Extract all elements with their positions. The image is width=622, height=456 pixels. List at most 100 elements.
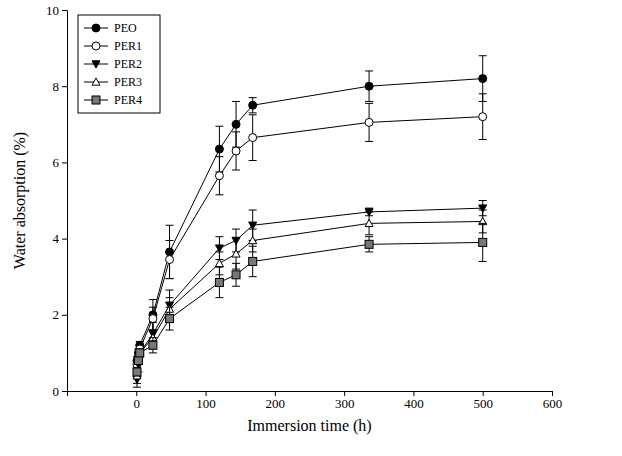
tick: 0 bbox=[134, 391, 141, 411]
series bbox=[133, 201, 487, 388]
error-bar bbox=[365, 237, 373, 252]
error-bar bbox=[136, 349, 144, 357]
error-bar bbox=[232, 263, 240, 286]
tick-label: 6 bbox=[53, 155, 60, 170]
legend-entry: PER3 bbox=[84, 75, 142, 89]
tick: 2 bbox=[53, 307, 68, 322]
marker bbox=[136, 349, 144, 357]
axis-line bbox=[62, 11, 68, 392]
marker bbox=[249, 257, 257, 265]
tick-label: 100 bbox=[196, 396, 216, 411]
marker bbox=[149, 315, 157, 323]
tick-mark bbox=[62, 239, 67, 240]
chart: 0 100 200 300 400 500 600 0 2 4 6 8 10 Immersion time… bbox=[0, 0, 622, 456]
marker bbox=[134, 357, 142, 365]
legend-entry: PER1 bbox=[84, 39, 142, 53]
marker bbox=[215, 278, 223, 286]
tick-label: 4 bbox=[53, 231, 60, 246]
tick: 600 bbox=[543, 391, 563, 411]
tick-mark bbox=[62, 86, 67, 87]
line bbox=[137, 79, 483, 361]
marker bbox=[479, 238, 487, 246]
marker bbox=[215, 245, 223, 252]
error-bar bbox=[134, 357, 142, 365]
marker bbox=[166, 315, 174, 323]
legend-box bbox=[78, 15, 160, 113]
tick-mark bbox=[62, 315, 67, 316]
error-bar bbox=[249, 115, 257, 161]
x-axis-title: Immersion time (h) bbox=[247, 417, 371, 435]
legend-label: PER4 bbox=[114, 93, 142, 107]
marker bbox=[215, 145, 223, 153]
error-bar bbox=[479, 94, 487, 140]
legend-label: PEO bbox=[114, 21, 137, 35]
tick: 400 bbox=[404, 391, 424, 411]
series bbox=[133, 210, 487, 383]
tick-label: 0 bbox=[134, 396, 141, 411]
legend-entry: PER4 bbox=[84, 93, 142, 107]
marker bbox=[232, 271, 240, 279]
error-bar bbox=[133, 368, 141, 383]
legend: PEO PER1 PER2 PER3 PER4 bbox=[78, 15, 160, 113]
error-bar bbox=[166, 307, 174, 330]
series bbox=[133, 94, 487, 369]
tick-label: 300 bbox=[335, 396, 355, 411]
line bbox=[137, 242, 483, 372]
legend-label: PER2 bbox=[114, 57, 142, 71]
error-bar bbox=[232, 132, 240, 170]
tick-label: 8 bbox=[53, 79, 60, 94]
marker bbox=[149, 341, 157, 349]
marker bbox=[365, 118, 373, 126]
tick: 100 bbox=[196, 391, 216, 411]
tick: 4 bbox=[53, 231, 68, 246]
tick-label: 600 bbox=[543, 396, 563, 411]
error-bar bbox=[249, 98, 257, 113]
tick-label: 10 bbox=[46, 3, 59, 18]
marker bbox=[136, 350, 144, 357]
marker bbox=[365, 219, 373, 226]
tick: 500 bbox=[473, 391, 493, 411]
plot: 0 100 200 300 400 500 600 0 2 4 6 8 10 Immersion time… bbox=[11, 3, 562, 435]
error-bar bbox=[215, 157, 223, 195]
error-bar bbox=[149, 338, 157, 353]
marker bbox=[365, 240, 373, 248]
marker bbox=[232, 147, 240, 155]
marker bbox=[215, 172, 223, 180]
marker bbox=[249, 237, 257, 244]
tick: 6 bbox=[53, 155, 68, 170]
tick-label: 0 bbox=[53, 384, 60, 399]
marker bbox=[249, 101, 257, 109]
tick-mark bbox=[62, 162, 67, 163]
legend-marker bbox=[92, 24, 100, 32]
marker bbox=[166, 256, 174, 264]
legend-marker bbox=[92, 42, 100, 50]
error-bar bbox=[136, 349, 144, 357]
tick: 200 bbox=[266, 391, 286, 411]
marker bbox=[249, 134, 257, 142]
tick: 0 bbox=[53, 384, 68, 399]
marker bbox=[365, 82, 373, 90]
legend-entry: PER2 bbox=[84, 57, 142, 71]
legend-marker bbox=[92, 78, 100, 85]
marker bbox=[249, 222, 257, 229]
legend-label: PER3 bbox=[114, 75, 142, 89]
marker bbox=[479, 75, 487, 83]
line bbox=[137, 208, 483, 379]
tick-label: 200 bbox=[266, 396, 286, 411]
tick: 10 bbox=[46, 3, 67, 18]
tick-label: 400 bbox=[404, 396, 424, 411]
error-bar bbox=[365, 71, 373, 101]
tick: 300 bbox=[335, 391, 355, 411]
marks bbox=[133, 56, 487, 387]
series bbox=[133, 223, 487, 376]
marker bbox=[479, 113, 487, 121]
error-bar bbox=[249, 246, 257, 276]
error-bar bbox=[133, 368, 141, 376]
legend-label: PER1 bbox=[114, 39, 142, 53]
marker bbox=[232, 250, 240, 257]
tick: 8 bbox=[53, 79, 68, 94]
legend-entry: PEO bbox=[84, 21, 137, 35]
line bbox=[137, 117, 483, 365]
y-axis: 0 2 4 6 8 10 bbox=[46, 3, 68, 399]
error-bar bbox=[166, 241, 174, 279]
